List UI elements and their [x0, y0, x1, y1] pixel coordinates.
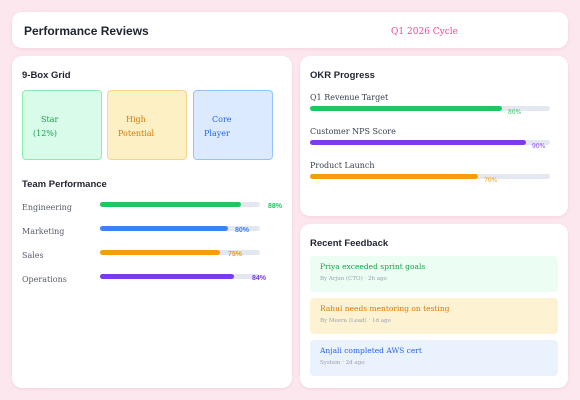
feedback-text: Rahul needs mentoring on testing [320, 304, 450, 313]
okr-title: OKR Progress [310, 70, 375, 81]
okr-bar-fill-nps [310, 140, 526, 145]
okr-bar-launch [310, 174, 550, 179]
feedback-meta: By Meera (Lead) · 1d ago [320, 318, 391, 324]
nine-box-high-potential[interactable]: High Potential [107, 90, 187, 160]
feedback-text: Priya exceeded sprint goals [320, 262, 426, 271]
team-bar-marketing [100, 226, 260, 231]
recent-feedback-card: Recent Feedback Priya exceeded sprint go… [300, 224, 568, 388]
nine-box-player-label: Player [204, 129, 230, 138]
feedback-item-anjali[interactable]: Anjali completed AWS cert System · 2d ag… [310, 340, 558, 376]
team-name-sales: Sales [22, 251, 44, 260]
team-bar-sales [100, 250, 260, 255]
team-percent-operations: 84% [252, 275, 267, 282]
okr-percent-launch: 70% [484, 177, 498, 184]
okr-percent-nps: 90% [532, 143, 546, 150]
okr-name-nps: Customer NPS Score [310, 127, 396, 136]
nine-box-star-label: Star [41, 115, 59, 124]
nine-box-star[interactable]: Star (12%) [22, 90, 102, 160]
feedback-item-rahul[interactable]: Rahul needs mentoring on testing By Meer… [310, 298, 558, 334]
okr-bar-fill-launch [310, 174, 478, 179]
team-bar-fill-engineering [100, 202, 241, 207]
nine-box-potential-label: Potential [118, 129, 155, 138]
nine-box-star-share: (12%) [33, 129, 58, 138]
team-name-marketing: Marketing [22, 227, 65, 236]
team-name-operations: Operations [22, 275, 67, 284]
feedback-meta: By Arjun (CTO) · 2h ago [320, 276, 387, 282]
team-performance-title: Team Performance [22, 179, 107, 190]
nine-box-title: 9-Box Grid [22, 70, 71, 81]
team-name-engineering: Engineering [22, 203, 72, 212]
team-percent-engineering: 88% [268, 203, 283, 210]
feedback-meta: System · 2d ago [320, 360, 365, 366]
nine-box-core-label: Core [212, 115, 232, 124]
team-bar-engineering [100, 202, 260, 207]
team-percent-sales: 75% [228, 251, 243, 258]
okr-bar-nps [310, 140, 550, 145]
nine-box-high-label: High [126, 115, 146, 124]
page-title: Performance Reviews [24, 24, 149, 38]
okr-name-launch: Product Launch [310, 161, 375, 170]
review-cycle-label[interactable]: Q1 2026 Cycle [391, 27, 458, 37]
team-percent-marketing: 80% [235, 227, 250, 234]
feedback-item-priya[interactable]: Priya exceeded sprint goals By Arjun (CT… [310, 256, 558, 292]
team-bar-fill-operations [100, 274, 235, 279]
okr-name-revenue: Q1 Revenue Target [310, 93, 389, 102]
okr-bar-fill-revenue [310, 106, 502, 111]
team-bar-operations [100, 274, 260, 279]
team-bar-fill-marketing [100, 226, 228, 231]
nine-box-team-card: 9-Box Grid Star (12%) High Potential Cor… [12, 56, 292, 388]
feedback-text: Anjali completed AWS cert [320, 346, 422, 355]
okr-percent-revenue: 80% [508, 109, 522, 116]
okr-progress-card: OKR Progress Q1 Revenue Target 80% Custo… [300, 56, 568, 216]
header-bar: Performance Reviews Q1 2026 Cycle [12, 12, 568, 48]
feedback-title: Recent Feedback [310, 238, 389, 249]
team-bar-fill-sales [100, 250, 220, 255]
okr-bar-revenue [310, 106, 550, 111]
nine-box-core-player[interactable]: Core Player [193, 90, 273, 160]
